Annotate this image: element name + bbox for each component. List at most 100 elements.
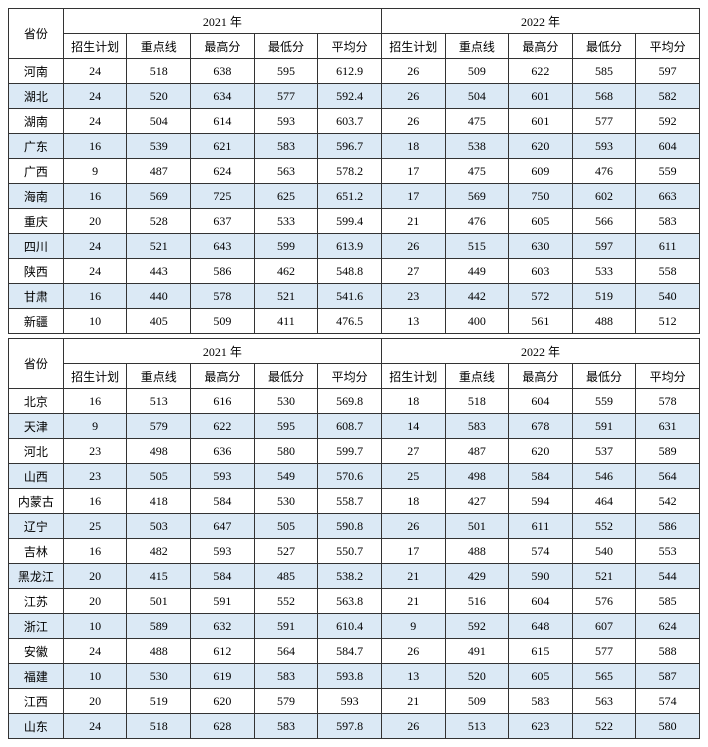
cell-avg-2022: 542 [636, 489, 700, 514]
cell-plan-2022: 13 [381, 664, 445, 689]
cell-keyline-2021: 513 [127, 389, 191, 414]
cell-plan-2022: 26 [381, 514, 445, 539]
table-row: 天津 9 579 622 595 608.7 14 583 678 591 63… [9, 414, 700, 439]
cell-province: 四川 [9, 234, 64, 259]
cell-max-2021: 612 [191, 639, 255, 664]
cell-plan-2021: 20 [63, 564, 127, 589]
col-year-2022: 2022 年 [381, 9, 699, 34]
cell-min-2022: 540 [572, 539, 636, 564]
cell-keyline-2021: 589 [127, 614, 191, 639]
cell-min-2021: 485 [254, 564, 318, 589]
cell-min-2022: 577 [572, 109, 636, 134]
cell-avg-2022: 578 [636, 389, 700, 414]
table-row: 甘肃 16 440 578 521 541.6 23 442 572 519 5… [9, 284, 700, 309]
cell-keyline-2021: 520 [127, 84, 191, 109]
cell-min-2022: 559 [572, 389, 636, 414]
cell-max-2021: 638 [191, 59, 255, 84]
col-min: 最低分 [254, 34, 318, 59]
cell-max-2022: 572 [509, 284, 573, 309]
cell-max-2022: 605 [509, 209, 573, 234]
cell-min-2022: 537 [572, 439, 636, 464]
cell-keyline-2021: 503 [127, 514, 191, 539]
cell-avg-2021: 593.8 [318, 664, 382, 689]
cell-plan-2021: 16 [63, 134, 127, 159]
table-row: 山东 24 518 628 583 597.8 26 513 623 522 5… [9, 714, 700, 739]
col-avg: 平均分 [318, 34, 382, 59]
cell-plan-2022: 26 [381, 234, 445, 259]
cell-keyline-2021: 539 [127, 134, 191, 159]
cell-plan-2022: 17 [381, 184, 445, 209]
cell-max-2021: 628 [191, 714, 255, 739]
table-header: 省份 2021 年 2022 年 招生计划 重点线 最高分 最低分 平均分 招生… [9, 9, 700, 59]
cell-max-2021: 632 [191, 614, 255, 639]
cell-avg-2022: 597 [636, 59, 700, 84]
cell-avg-2022: 540 [636, 284, 700, 309]
cell-max-2021: 643 [191, 234, 255, 259]
admissions-table-1: 省份 2021 年 2022 年 招生计划 重点线 最高分 最低分 平均分 招生… [8, 8, 700, 334]
cell-keyline-2022: 501 [445, 514, 509, 539]
cell-keyline-2022: 592 [445, 614, 509, 639]
cell-max-2021: 593 [191, 464, 255, 489]
col-plan: 招生计划 [381, 34, 445, 59]
table-row: 浙江 10 589 632 591 610.4 9 592 648 607 62… [9, 614, 700, 639]
cell-keyline-2022: 475 [445, 109, 509, 134]
cell-min-2021: 462 [254, 259, 318, 284]
cell-avg-2021: 558.7 [318, 489, 382, 514]
col-max: 最高分 [509, 364, 573, 389]
cell-avg-2022: 604 [636, 134, 700, 159]
cell-avg-2021: 570.6 [318, 464, 382, 489]
cell-keyline-2022: 442 [445, 284, 509, 309]
cell-max-2021: 593 [191, 539, 255, 564]
col-province: 省份 [9, 9, 64, 59]
cell-avg-2022: 588 [636, 639, 700, 664]
cell-keyline-2021: 443 [127, 259, 191, 284]
cell-min-2022: 563 [572, 689, 636, 714]
cell-avg-2022: 559 [636, 159, 700, 184]
col-keyline: 重点线 [127, 364, 191, 389]
cell-min-2021: 411 [254, 309, 318, 334]
cell-avg-2022: 544 [636, 564, 700, 589]
table-row: 山西 23 505 593 549 570.6 25 498 584 546 5… [9, 464, 700, 489]
cell-plan-2022: 21 [381, 209, 445, 234]
cell-province: 河南 [9, 59, 64, 84]
cell-plan-2021: 23 [63, 464, 127, 489]
cell-keyline-2022: 488 [445, 539, 509, 564]
cell-max-2022: 601 [509, 109, 573, 134]
cell-province: 湖北 [9, 84, 64, 109]
cell-max-2022: 584 [509, 464, 573, 489]
cell-province: 北京 [9, 389, 64, 414]
cell-plan-2022: 26 [381, 84, 445, 109]
cell-plan-2021: 16 [63, 489, 127, 514]
cell-max-2022: 609 [509, 159, 573, 184]
cell-avg-2022: 624 [636, 614, 700, 639]
cell-keyline-2022: 509 [445, 59, 509, 84]
cell-keyline-2021: 518 [127, 714, 191, 739]
cell-plan-2022: 18 [381, 489, 445, 514]
cell-min-2021: 527 [254, 539, 318, 564]
cell-plan-2022: 26 [381, 639, 445, 664]
cell-avg-2021: 541.6 [318, 284, 382, 309]
cell-max-2021: 624 [191, 159, 255, 184]
table-row: 湖南 24 504 614 593 603.7 26 475 601 577 5… [9, 109, 700, 134]
cell-province: 海南 [9, 184, 64, 209]
cell-max-2022: 620 [509, 134, 573, 159]
cell-min-2022: 521 [572, 564, 636, 589]
cell-keyline-2022: 515 [445, 234, 509, 259]
cell-avg-2022: 512 [636, 309, 700, 334]
cell-keyline-2021: 521 [127, 234, 191, 259]
cell-min-2021: 579 [254, 689, 318, 714]
table-row: 河南 24 518 638 595 612.9 26 509 622 585 5… [9, 59, 700, 84]
cell-avg-2021: 599.4 [318, 209, 382, 234]
col-year-2021: 2021 年 [63, 9, 381, 34]
cell-plan-2022: 14 [381, 414, 445, 439]
cell-plan-2021: 16 [63, 184, 127, 209]
cell-max-2022: 594 [509, 489, 573, 514]
col-min: 最低分 [572, 364, 636, 389]
col-year-2021: 2021 年 [63, 339, 381, 364]
cell-plan-2022: 23 [381, 284, 445, 309]
cell-plan-2021: 24 [63, 714, 127, 739]
cell-min-2022: 607 [572, 614, 636, 639]
cell-avg-2021: 590.8 [318, 514, 382, 539]
cell-province: 山西 [9, 464, 64, 489]
tables-container: 省份 2021 年 2022 年 招生计划 重点线 最高分 最低分 平均分 招生… [8, 8, 700, 739]
